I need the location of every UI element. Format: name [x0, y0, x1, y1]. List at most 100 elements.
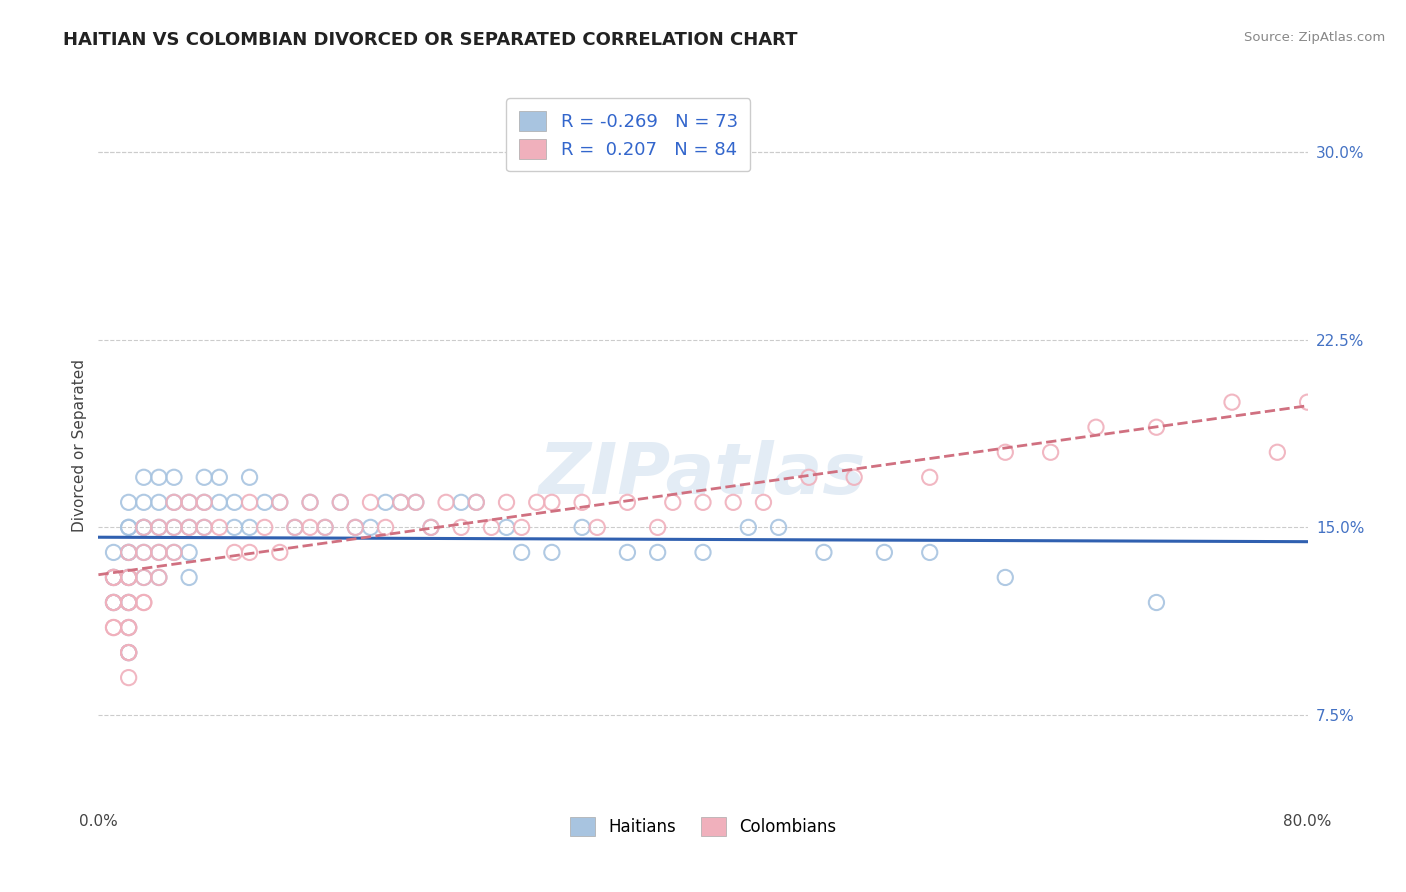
- Point: [103, 570, 125, 584]
- Point: [118, 595, 141, 609]
- Point: [118, 646, 141, 660]
- Point: [661, 495, 683, 509]
- Point: [481, 520, 503, 534]
- Point: [179, 520, 201, 534]
- Point: [737, 520, 759, 534]
- Point: [239, 470, 262, 484]
- Point: [314, 520, 336, 534]
- Point: [450, 520, 472, 534]
- Point: [450, 495, 472, 509]
- Point: [253, 495, 276, 509]
- Point: [239, 545, 262, 559]
- Point: [1085, 420, 1108, 434]
- Point: [510, 545, 533, 559]
- Point: [918, 470, 941, 484]
- Point: [132, 520, 155, 534]
- Point: [179, 520, 201, 534]
- Point: [118, 595, 141, 609]
- Point: [1039, 445, 1062, 459]
- Point: [329, 495, 352, 509]
- Point: [314, 520, 336, 534]
- Point: [118, 646, 141, 660]
- Point: [224, 520, 246, 534]
- Text: HAITIAN VS COLOMBIAN DIVORCED OR SEPARATED CORRELATION CHART: HAITIAN VS COLOMBIAN DIVORCED OR SEPARAT…: [63, 31, 797, 49]
- Point: [465, 495, 488, 509]
- Point: [118, 520, 141, 534]
- Point: [374, 495, 396, 509]
- Point: [692, 495, 714, 509]
- Point: [844, 470, 866, 484]
- Point: [179, 570, 201, 584]
- Point: [118, 570, 141, 584]
- Point: [540, 495, 562, 509]
- Point: [118, 646, 141, 660]
- Point: [299, 495, 322, 509]
- Point: [163, 495, 186, 509]
- Point: [692, 545, 714, 559]
- Point: [132, 545, 155, 559]
- Point: [239, 520, 262, 534]
- Point: [132, 545, 155, 559]
- Point: [571, 520, 593, 534]
- Point: [118, 646, 141, 660]
- Point: [103, 570, 125, 584]
- Point: [420, 520, 443, 534]
- Point: [239, 495, 262, 509]
- Point: [163, 520, 186, 534]
- Point: [103, 621, 125, 635]
- Point: [179, 545, 201, 559]
- Point: [1267, 445, 1289, 459]
- Point: [284, 520, 307, 534]
- Point: [148, 570, 170, 584]
- Point: [148, 520, 170, 534]
- Point: [118, 671, 141, 685]
- Point: [118, 621, 141, 635]
- Point: [132, 595, 155, 609]
- Point: [1146, 595, 1168, 609]
- Point: [132, 520, 155, 534]
- Point: [1372, 370, 1395, 384]
- Point: [752, 495, 775, 509]
- Point: [148, 545, 170, 559]
- Point: [118, 570, 141, 584]
- Point: [118, 621, 141, 635]
- Point: [132, 520, 155, 534]
- Point: [510, 520, 533, 534]
- Point: [360, 520, 382, 534]
- Point: [616, 495, 638, 509]
- Point: [269, 495, 291, 509]
- Point: [269, 495, 291, 509]
- Point: [540, 545, 562, 559]
- Point: [193, 520, 215, 534]
- Point: [103, 545, 125, 559]
- Point: [179, 495, 201, 509]
- Point: [193, 495, 215, 509]
- Point: [465, 495, 488, 509]
- Point: [163, 520, 186, 534]
- Point: [118, 545, 141, 559]
- Point: [103, 570, 125, 584]
- Point: [405, 495, 427, 509]
- Point: [495, 520, 517, 534]
- Legend: Haitians, Colombians: Haitians, Colombians: [561, 809, 845, 845]
- Point: [797, 470, 820, 484]
- Point: [344, 520, 367, 534]
- Point: [253, 520, 276, 534]
- Point: [103, 595, 125, 609]
- Point: [1146, 420, 1168, 434]
- Point: [224, 545, 246, 559]
- Point: [768, 520, 790, 534]
- Point: [118, 595, 141, 609]
- Point: [148, 470, 170, 484]
- Point: [571, 495, 593, 509]
- Point: [103, 595, 125, 609]
- Point: [163, 545, 186, 559]
- Point: [103, 570, 125, 584]
- Point: [647, 545, 669, 559]
- Point: [405, 495, 427, 509]
- Point: [299, 520, 322, 534]
- Point: [193, 495, 215, 509]
- Point: [526, 495, 548, 509]
- Point: [374, 520, 396, 534]
- Point: [179, 495, 201, 509]
